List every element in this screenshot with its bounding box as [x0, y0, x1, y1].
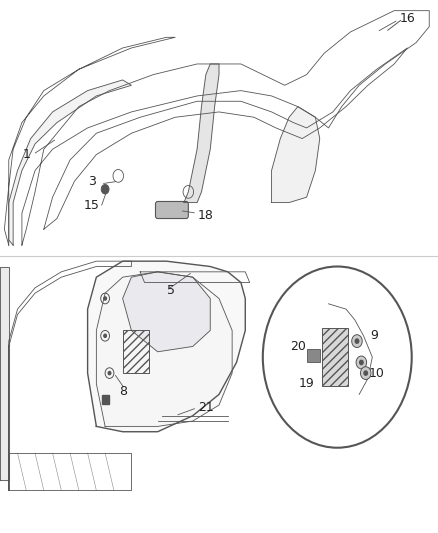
- Polygon shape: [272, 107, 320, 203]
- Polygon shape: [184, 64, 219, 203]
- Text: 5: 5: [167, 284, 175, 297]
- Text: 19: 19: [299, 377, 314, 390]
- Text: 20: 20: [290, 340, 306, 353]
- Text: 9: 9: [371, 329, 378, 342]
- Circle shape: [356, 356, 367, 369]
- Circle shape: [352, 335, 362, 348]
- Circle shape: [104, 297, 106, 300]
- Polygon shape: [88, 261, 245, 432]
- Circle shape: [104, 334, 106, 337]
- Polygon shape: [96, 272, 232, 426]
- Text: 15: 15: [84, 199, 100, 212]
- Text: 1: 1: [22, 148, 30, 161]
- Circle shape: [101, 184, 109, 194]
- Circle shape: [360, 360, 363, 365]
- Polygon shape: [9, 80, 131, 245]
- FancyBboxPatch shape: [155, 201, 188, 219]
- Text: 16: 16: [399, 12, 415, 25]
- Circle shape: [355, 339, 359, 343]
- Bar: [123, 330, 149, 373]
- Bar: [102, 395, 109, 404]
- Bar: [322, 328, 348, 386]
- Text: 18: 18: [198, 209, 214, 222]
- Text: 3: 3: [88, 175, 96, 188]
- Polygon shape: [0, 266, 9, 480]
- Text: 8: 8: [119, 385, 127, 398]
- Text: 10: 10: [369, 367, 385, 379]
- Circle shape: [263, 266, 412, 448]
- Bar: [307, 349, 320, 362]
- Circle shape: [360, 367, 371, 379]
- Circle shape: [364, 371, 367, 375]
- Polygon shape: [123, 272, 210, 352]
- Text: 21: 21: [198, 401, 214, 414]
- Circle shape: [108, 372, 111, 375]
